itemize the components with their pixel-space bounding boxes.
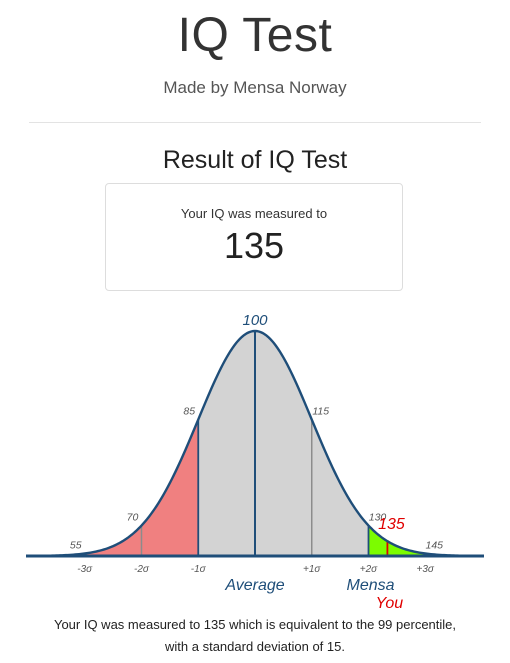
sigma-tick-label-1: -3σ — [77, 564, 93, 575]
sigma-tick-label-5: +2σ — [360, 564, 378, 575]
iq-label-145: 145 — [425, 540, 443, 552]
iq-label-115: 115 — [312, 406, 329, 418]
result-label: Your IQ was measured to — [180, 206, 328, 221]
sigma-tick-label-2: -2σ — [134, 564, 150, 575]
sigma-tick-label-3: -1σ — [191, 564, 207, 575]
average-annotation: Average — [224, 577, 284, 594]
chart-region-3 — [368, 525, 482, 556]
iq-label-85: 85 — [183, 406, 195, 418]
chart-labels: 55 70 85 100 115 130 145 -3σ -2σ -1σ +1σ +2σ +3σ — [70, 312, 443, 575]
iq-label-100: 100 — [242, 312, 268, 329]
iq-distribution-chart: 55 70 85 100 115 130 145 -3σ -2σ -1σ +1σ +2σ +3σ Ave… — [26, 312, 484, 612]
iq-label-70: 70 — [127, 512, 139, 524]
mensa-annotation: Mensa — [346, 577, 394, 594]
result-section-title: Result of IQ Test — [162, 146, 348, 174]
chart-region-2 — [198, 331, 369, 556]
chart-region-1 — [28, 419, 199, 556]
chart-sigma-lines — [140, 331, 389, 556]
result-explanation: Your IQ was measured to 135 which is equ… — [20, 614, 490, 658]
sigma-tick-label-4: +1σ — [303, 564, 321, 575]
iq-label-130: 130 — [369, 512, 387, 524]
app-subtitle: Made by Mensa Norway — [163, 78, 347, 97]
iq-label-55: 55 — [70, 540, 82, 552]
result-card: Your IQ was measured to 135 — [105, 183, 403, 291]
you-annotation: You — [376, 595, 404, 612]
sigma-tick-label-6: +3σ — [417, 564, 435, 575]
result-explanation-line-1: Your IQ was measured to 135 which is equ… — [53, 617, 457, 632]
you-score-label: 135 — [378, 516, 405, 533]
header-divider — [29, 122, 481, 123]
bell-curve — [27, 329, 483, 558]
app-title: IQ Test — [177, 9, 333, 62]
chart-regions — [28, 331, 482, 556]
result-explanation-line-2: with a standard deviation of 15. — [165, 639, 345, 654]
iq-score-value: 135 — [223, 225, 285, 266]
